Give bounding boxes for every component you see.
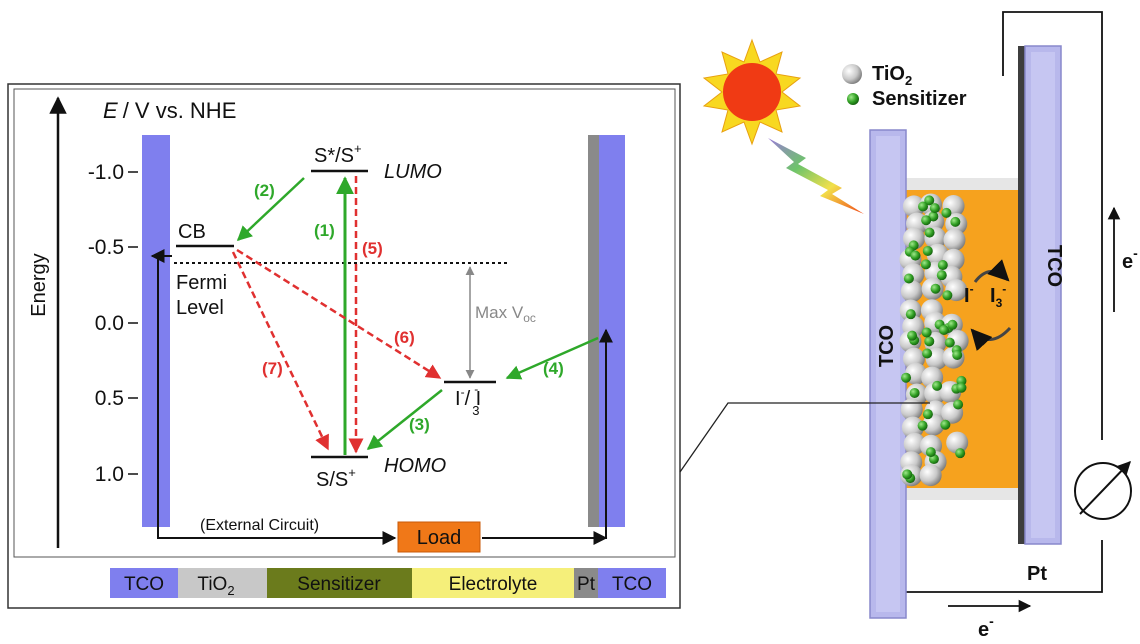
fermi-label-2: Level xyxy=(176,297,224,319)
tco-glass-left-inner xyxy=(876,136,900,612)
pt-layer xyxy=(1018,46,1025,544)
sensitizer-dye xyxy=(907,331,917,341)
light-bolt-icon xyxy=(768,138,864,214)
tco-glass-right-inner xyxy=(1031,52,1055,538)
sensitizer-dye xyxy=(901,373,911,383)
sensitizer-dye xyxy=(904,274,914,284)
sensitizer-dye xyxy=(902,469,912,479)
tio2-legend-label: TiO2 xyxy=(872,63,912,88)
tick-label: -0.5 xyxy=(88,236,124,259)
sensitizer-dye xyxy=(923,246,933,256)
sensitizer-dye xyxy=(956,383,966,393)
sensitizer-dye xyxy=(910,251,920,261)
homo-label: HOMO xyxy=(384,455,446,477)
energy-label: Energy xyxy=(28,253,50,316)
layer-tco-right: TCO xyxy=(612,574,652,595)
tick-label: 0.5 xyxy=(95,387,124,410)
sensitizer-dye xyxy=(925,228,935,238)
electron-bottom-label: e- xyxy=(978,613,994,641)
meter-icon xyxy=(1075,462,1131,519)
tio2-legend-icon xyxy=(842,64,862,84)
process-7-label: (7) xyxy=(262,359,283,378)
process-4-label: (4) xyxy=(543,359,564,378)
sensitizer-dye xyxy=(953,399,963,409)
axis-title: E / V vs. NHE xyxy=(103,98,236,123)
fermi-label-1: Fermi xyxy=(176,272,227,294)
cell-separator-bottom xyxy=(905,488,1021,500)
sensitizer-dye xyxy=(921,259,931,269)
lumo-label: LUMO xyxy=(384,161,442,183)
sensitizer-legend-label: Sensitizer xyxy=(872,88,967,110)
external-circuit-label: (External Circuit) xyxy=(200,517,319,534)
sensitizer-dye xyxy=(932,381,942,391)
sensitizer-dye xyxy=(955,448,965,458)
sensitizer-dye xyxy=(952,350,962,360)
sensitizer-dye xyxy=(923,409,933,419)
tco-left-label: TCO xyxy=(876,325,898,367)
sensitizer-legend-icon xyxy=(847,93,859,105)
tio2-particle xyxy=(943,229,965,251)
sensitizer-dye xyxy=(939,325,949,335)
sensitizer-dye xyxy=(924,336,934,346)
tco-right-label: TCO xyxy=(1043,245,1065,287)
sensitizer-dye xyxy=(937,270,947,280)
sensitizer-dye xyxy=(930,203,940,213)
tick-label: 0.0 xyxy=(95,312,124,335)
sun-icon xyxy=(704,40,800,144)
sensitizer-dye xyxy=(947,320,957,330)
tick-label: 1.0 xyxy=(95,463,124,486)
process-5-label: (5) xyxy=(362,239,383,258)
load-label: Load xyxy=(417,527,462,549)
cb-label: CB xyxy=(178,221,206,243)
tco-column-left xyxy=(142,135,170,527)
sensitizer-dye xyxy=(950,217,960,227)
layer-pt: Pt xyxy=(577,574,596,595)
tio2-particle xyxy=(920,464,942,486)
sensitizer-dye xyxy=(910,388,920,398)
sensitizer-dye xyxy=(918,201,928,211)
process-1-label: (1) xyxy=(314,221,335,240)
sensitizer-dye xyxy=(945,338,955,348)
sensitizer-dye xyxy=(921,215,931,225)
process-3-label: (3) xyxy=(409,415,430,434)
sensitizer-dye xyxy=(922,327,932,337)
sensitizer-dye xyxy=(926,447,936,457)
cell-separator-top xyxy=(905,178,1021,190)
sensitizer-dye xyxy=(938,260,948,270)
pt-column xyxy=(588,135,599,527)
sensitizer-dye xyxy=(922,348,932,358)
process-2-label: (2) xyxy=(254,181,275,200)
sensitizer-dye xyxy=(940,420,950,430)
process-6-label: (6) xyxy=(394,328,415,347)
tio2-particle-film xyxy=(899,193,968,486)
sensitizer-dye xyxy=(941,208,951,218)
sensitizer-dye xyxy=(906,309,916,319)
electron-top-label: e- xyxy=(1122,245,1138,273)
layer-tco-left: TCO xyxy=(124,574,164,595)
tick-label: -1.0 xyxy=(88,161,124,184)
pt-label: Pt xyxy=(1027,563,1047,585)
cell-circuit-wire-bottom xyxy=(906,540,1102,592)
sensitizer-dye xyxy=(918,421,928,431)
sensitizer-dye xyxy=(931,284,941,294)
layer-electrolyte: Electrolyte xyxy=(449,574,538,595)
sensitizer-dye xyxy=(942,290,952,300)
tco-column-right xyxy=(599,135,625,527)
layer-sensitizer: Sensitizer xyxy=(297,574,381,595)
tio2-particle xyxy=(901,280,923,302)
layer-bar: TCO TiO2 Sensitizer Electrolyte Pt TCO xyxy=(110,568,666,598)
